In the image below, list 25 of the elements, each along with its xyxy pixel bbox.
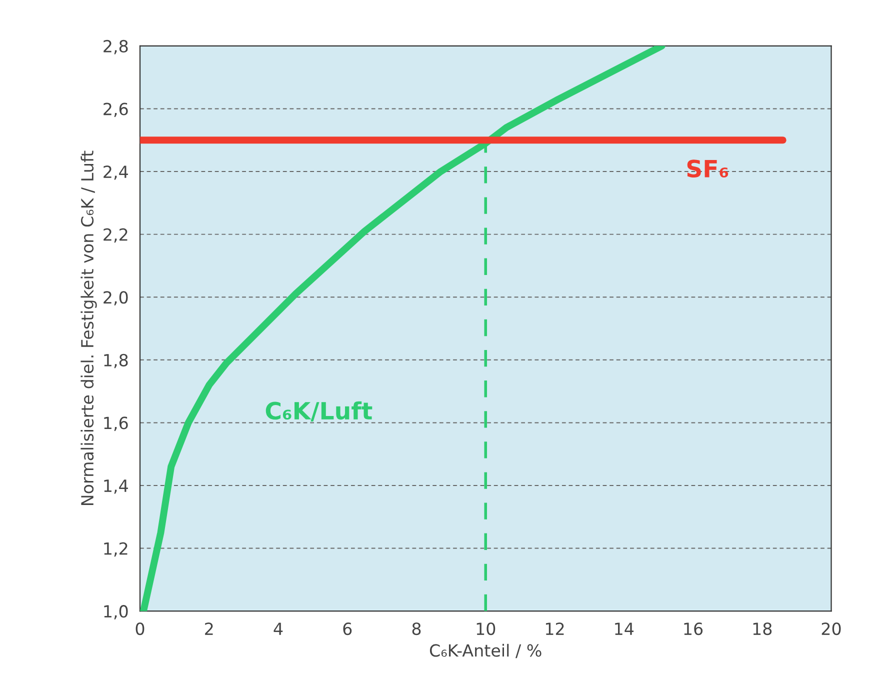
text: C₆K/Luft [266, 401, 372, 422]
x-tick-label: 6 [343, 622, 352, 636]
y-tick-label: 2,6 [104, 102, 128, 117]
y-tick-label: 1,2 [104, 542, 128, 557]
x-tick-label: 8 [412, 622, 421, 636]
x-tick-label: 12 [546, 622, 564, 635]
x-tick-label: 4 [274, 622, 283, 635]
y-tick-label: 2,4 [104, 165, 128, 180]
x-tick-label: 16 [684, 622, 703, 636]
y-tick-label: 1,4 [104, 480, 128, 494]
y-tick-label: 2,0 [104, 291, 128, 306]
y-tick-label: 1,0 [104, 605, 128, 620]
x-tick-label: 20 [822, 622, 841, 636]
x-tick-label: 2 [205, 622, 213, 635]
y-tick-label: 1,6 [104, 416, 128, 431]
y-tick-label: 2,2 [104, 228, 128, 243]
x-tick-label: 18 [753, 622, 772, 636]
x-tick-label: 10 [476, 622, 496, 636]
x-tick-label: 14 [615, 622, 634, 635]
y-tick-label: 2,8 [104, 40, 128, 54]
series-label: SF₆ [687, 160, 728, 178]
y-axis-title: Normalisierte diel. Festigkeit von C₆K / Luft [80, 150, 97, 506]
x-tick-label: 0 [136, 622, 144, 636]
y-tick-label: 1,8 [104, 354, 128, 368]
x-axis-title: C₆K-Anteil / % [430, 644, 542, 658]
